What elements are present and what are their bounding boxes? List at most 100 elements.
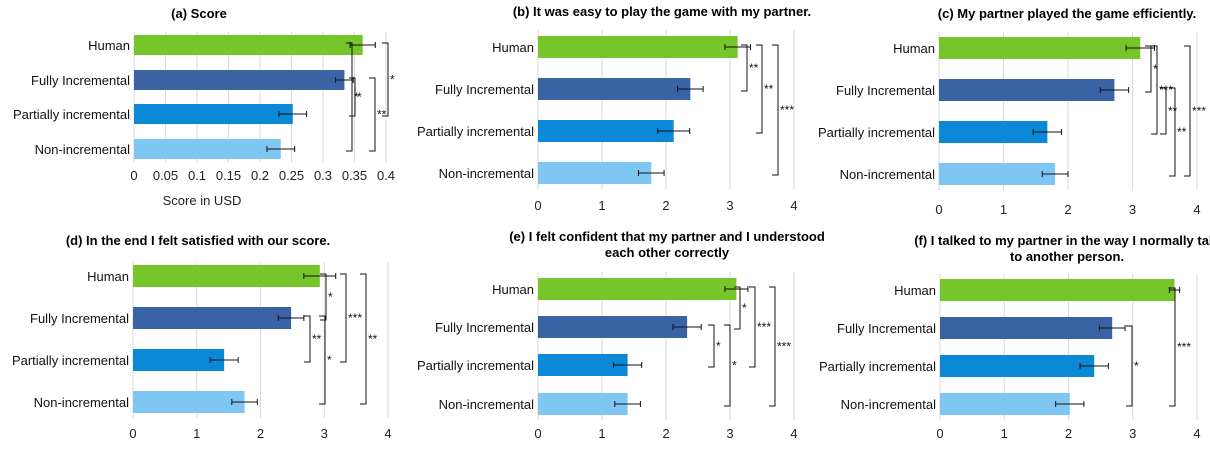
category-label: Partially incremental [417,124,534,139]
bar [538,393,628,415]
category-label: Human [893,41,935,56]
category-label: Fully Incremental [30,311,129,326]
category-label: Human [88,38,130,53]
chart-title: (c) My partner played the game efficient… [938,6,1196,21]
chart-panel-5: (f) I talked to my partner in the way I … [819,233,1210,441]
significance-label: ** [368,332,378,346]
x-tick-label: 1 [598,198,605,213]
significance-label: *** [1177,340,1191,354]
significance-label: ** [749,61,759,75]
significance-label: * [327,353,332,367]
significance-label: ** [764,82,774,96]
significance-label: * [1153,62,1158,76]
category-label: Fully Incremental [435,82,534,97]
bar [940,393,1070,415]
x-tick-label: 0 [935,202,942,217]
bar [134,139,281,159]
x-tick-label: 1 [1000,202,1007,217]
significance-bracket [1169,87,1176,177]
chart-panel-2: (c) My partner played the game efficient… [818,6,1206,217]
x-tick-label: 0.2 [251,168,269,183]
significance-label: ** [312,332,322,346]
chart-title: (a) Score [171,6,227,21]
x-tick-label: 2 [662,198,669,213]
category-label: Non-incremental [841,397,936,412]
significance-bracket [708,324,715,368]
bar [134,70,345,90]
significance-bracket [340,273,347,363]
category-label: Human [492,282,534,297]
x-tick-label: 3 [726,426,733,441]
category-label: Partially incremental [417,358,534,373]
x-tick-label: 4 [1193,426,1200,441]
x-tick-label: 2 [257,426,264,441]
significance-label: * [357,90,362,104]
significance-label: ** [1168,104,1178,118]
significance-bracket [772,44,779,176]
bar [538,316,688,338]
category-label: Human [87,269,129,284]
bar [538,162,652,184]
x-tick-label: 1 [598,426,605,441]
category-label: Partially incremental [12,353,129,368]
category-label: Human [492,40,534,55]
x-axis-label: Score in USD [163,193,242,208]
x-tick-label: 3 [1129,426,1136,441]
bar [538,278,737,300]
significance-label: *** [780,103,794,117]
x-tick-label: 3 [1129,202,1136,217]
significance-bracket [1169,287,1176,407]
significance-bracket [369,77,376,152]
chart-title: each other correctly [605,245,730,260]
category-label: Human [894,283,936,298]
x-tick-label: 2 [1064,202,1071,217]
x-tick-label: 0 [129,426,136,441]
category-label: Non-incremental [439,397,534,412]
x-tick-label: 0.25 [279,168,304,183]
category-label: Partially incremental [818,125,935,140]
chart-title: (b) It was easy to play the game with my… [513,4,811,19]
significance-bracket [741,44,748,92]
bar [134,104,293,124]
x-tick-label: 0 [130,168,137,183]
x-tick-label: 4 [790,198,797,213]
bar [939,163,1056,185]
significance-bracket [319,315,326,405]
significance-bracket [304,315,311,363]
chart-panel-3: (d) In the end I felt satisfied with our… [12,233,392,441]
category-label: Non-incremental [439,166,534,181]
chart-title: (f) I talked to my partner in the way I … [914,233,1210,248]
category-label: Fully Incremental [31,73,130,88]
x-tick-label: 4 [384,426,391,441]
significance-bracket [756,44,763,134]
bar [133,391,245,413]
significance-label: * [390,73,395,87]
x-tick-label: 0.4 [377,168,395,183]
significance-label: *** [777,340,791,354]
x-tick-label: 4 [790,426,797,441]
significance-label: *** [1192,104,1206,118]
x-tick-label: 1 [193,426,200,441]
x-tick-label: 4 [1193,202,1200,217]
significance-label: * [732,359,737,373]
significance-label: *** [348,311,362,325]
x-tick-label: 3 [726,198,733,213]
significance-label: * [1134,359,1139,373]
bar [133,265,320,287]
bar [538,354,628,376]
category-label: Fully Incremental [836,83,935,98]
bar [940,355,1095,377]
category-label: Partially incremental [13,107,130,122]
chart-panel-0: (a) Score 0 0.05 0.1 0.15 0.2 0.25 0.3 0.35 0.4 Sc… [13,6,395,208]
significance-bracket [382,42,389,117]
category-label: Fully Incremental [837,321,936,336]
category-label: Partially incremental [819,359,936,374]
significance-label: * [742,301,747,315]
significance-label: *** [1159,83,1173,97]
significance-bracket [749,286,756,368]
chart-panel-1: (b) It was easy to play the game with my… [417,4,811,213]
x-tick-label: 0 [534,426,541,441]
bar [940,279,1175,301]
chart-title: (d) In the end I felt satisfied with our… [66,233,330,248]
